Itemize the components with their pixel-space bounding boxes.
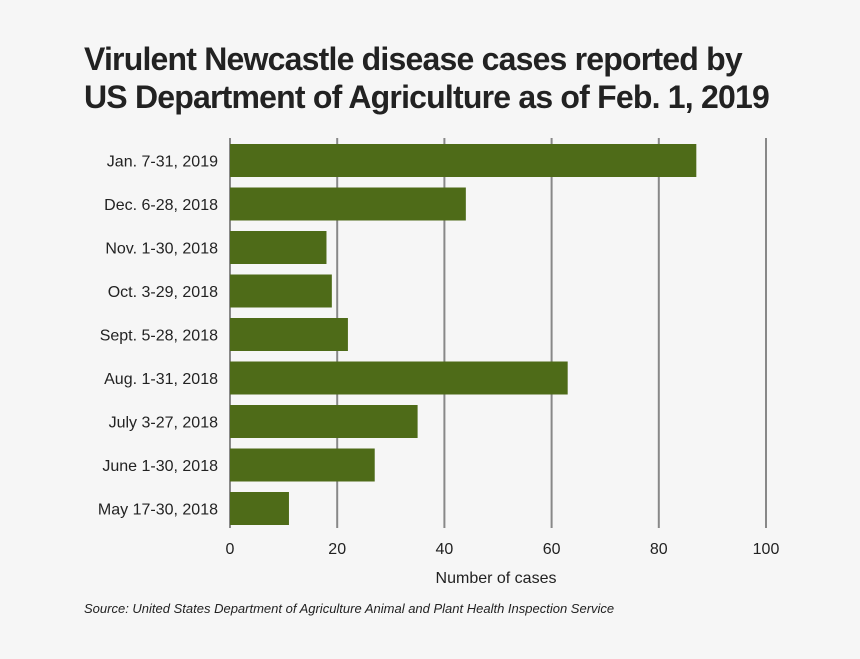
category-label: Jan. 7-31, 2019 [107,154,218,171]
category-label: July 3-27, 2018 [109,415,219,432]
bar [230,144,697,177]
bar [230,274,332,308]
bar [230,405,418,438]
x-tick-label: 100 [753,541,780,558]
x-tick-label: 0 [226,541,235,558]
category-label: Sept. 5-28, 2018 [100,328,218,345]
x-tick-label: 80 [650,541,668,558]
bar [230,492,289,525]
category-label: Aug. 1-31, 2018 [104,371,218,388]
category-label: May 17-30, 2018 [98,502,218,519]
chart-title: Virulent Newcastle disease cases reporte… [84,40,844,116]
category-label: Nov. 1-30, 2018 [105,241,218,258]
bar [230,361,568,395]
bar [230,318,348,351]
x-tick-label: 60 [543,541,561,558]
category-label: Dec. 6-28, 2018 [104,197,218,214]
x-tick-label: 40 [436,541,454,558]
source-note: Source: United States Department of Agri… [84,601,615,616]
chart-title-line-2: US Department of Agriculture as of Feb. … [84,79,770,115]
bar [230,231,327,264]
category-label: Oct. 3-29, 2018 [108,284,218,301]
x-axis-title: Number of cases [436,570,557,587]
bars [230,144,697,525]
category-labels: Jan. 7-31, 2019 Dec. 6-28, 2018 Nov. 1-30,… [98,154,218,519]
x-tick-label: 20 [328,541,346,558]
x-axis-ticks: 0 20 40 60 80 100 [226,541,780,558]
category-label: June 1-30, 2018 [102,458,218,475]
chart-title-line-1: Virulent Newcastle disease cases reporte… [84,41,743,77]
bar [230,448,375,482]
bar [230,187,466,221]
